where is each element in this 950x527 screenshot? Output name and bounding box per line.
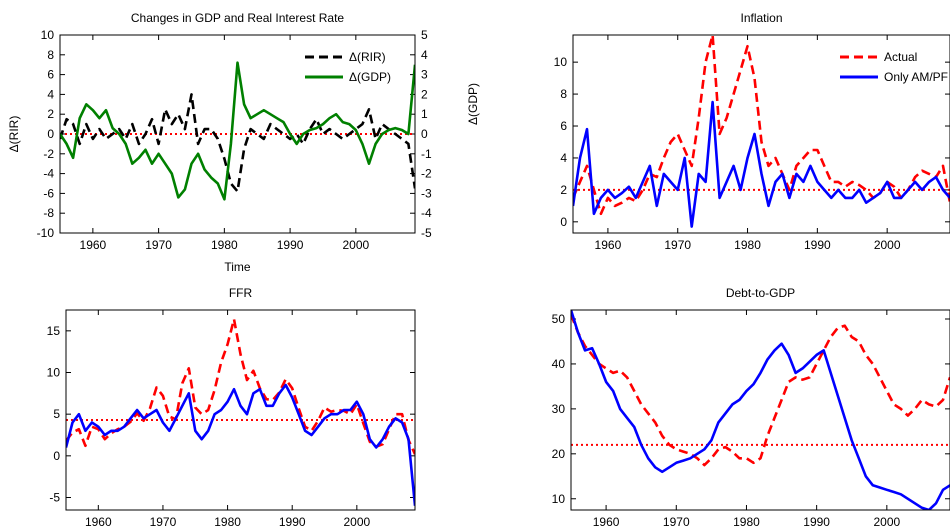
legend: Δ(RIR) Δ(GDP) bbox=[305, 50, 391, 84]
y-tick-label: 6 bbox=[47, 68, 54, 82]
y-right-tick-label: -2 bbox=[421, 167, 432, 181]
x-tick-label: 2000 bbox=[873, 515, 900, 527]
series-line-series-0 bbox=[571, 314, 950, 467]
legend-label: Δ(RIR) bbox=[349, 50, 386, 64]
chart-panel-debt: Debt-to-GDP 1960 1970 1980 1990 2000 50 40 30 20 1… bbox=[552, 286, 950, 527]
chart-title: Debt-to-GDP bbox=[726, 286, 795, 300]
x-tick-label: 1970 bbox=[664, 238, 691, 252]
series-line-series-1 bbox=[571, 310, 950, 510]
chart-title: Inflation bbox=[740, 11, 782, 25]
series-line-actual bbox=[573, 35, 950, 216]
y-right-tick-label: 2 bbox=[421, 87, 428, 101]
x-tick-label: 1970 bbox=[663, 515, 690, 527]
x-tick-label: 1990 bbox=[277, 238, 304, 252]
series-line-only-am-pf bbox=[573, 100, 950, 228]
y-tick-label: 20 bbox=[552, 447, 566, 461]
y-tick-label: 50 bbox=[552, 312, 566, 326]
y-tick-label: 6 bbox=[560, 119, 567, 133]
x-tick-label: 1980 bbox=[734, 238, 761, 252]
chart-panel-gdp_rir: Changes in GDP and Real Interest Rate 196… bbox=[7, 11, 480, 274]
series-line-series-0 bbox=[66, 317, 415, 455]
plot-frame bbox=[65, 309, 416, 511]
y-tick-label: 30 bbox=[552, 402, 566, 416]
series-line-series-1 bbox=[66, 383, 415, 506]
x-tick-label: 2000 bbox=[874, 238, 901, 252]
x-tick-label: 1980 bbox=[211, 238, 238, 252]
x-tick-label: 1960 bbox=[80, 238, 107, 252]
series-line--gdp- bbox=[60, 61, 415, 201]
y-tick-label: 8 bbox=[560, 87, 567, 101]
y-right-axis-label: Δ(GDP) bbox=[466, 83, 480, 125]
y-tick-label: -5 bbox=[49, 491, 60, 505]
x-tick-label: 1980 bbox=[733, 515, 760, 527]
x-tick-label: 2000 bbox=[343, 515, 370, 527]
y-right-tick-label: 4 bbox=[421, 48, 428, 62]
y-tick-label: -6 bbox=[43, 186, 54, 200]
y-tick-label: 10 bbox=[41, 28, 55, 42]
y-tick-label: -4 bbox=[43, 167, 54, 181]
y-right-tick-label: 0 bbox=[421, 127, 428, 141]
x-tick-label: 1960 bbox=[595, 238, 622, 252]
x-tick-label: 1960 bbox=[593, 515, 620, 527]
x-tick-label: 1970 bbox=[145, 238, 172, 252]
plot-frame bbox=[572, 34, 950, 234]
y-tick-label: 2 bbox=[47, 107, 54, 121]
y-right-tick-label: 1 bbox=[421, 107, 428, 121]
y-right-tick-label: -4 bbox=[421, 206, 432, 220]
chart-panel-inflation: Inflation 1960 1970 1980 1990 2000 0 2 4 6 8 10 Actu… bbox=[554, 11, 950, 252]
y-tick-label: 15 bbox=[47, 324, 61, 338]
y-tick-label: 5 bbox=[53, 407, 60, 421]
y-tick-label: -2 bbox=[43, 147, 54, 161]
y-right-tick-label: 3 bbox=[421, 68, 428, 82]
y-tick-label: 0 bbox=[47, 127, 54, 141]
legend-label: Actual bbox=[884, 50, 917, 64]
y-tick-label: 8 bbox=[47, 48, 54, 62]
y-tick-label: -10 bbox=[37, 226, 55, 240]
x-tick-label: 1990 bbox=[804, 238, 831, 252]
chart-title: FFR bbox=[229, 286, 253, 300]
series-line--rir- bbox=[60, 93, 415, 193]
chart-panel-ffr: FFR 1960 1970 1980 1990 2000 15 10 5 0 -5 bbox=[47, 286, 416, 527]
y-right-tick-label: -5 bbox=[421, 226, 432, 240]
y-right-tick-label: -1 bbox=[421, 147, 432, 161]
x-tick-label: 1990 bbox=[803, 515, 830, 527]
legend-label: Only AM/PF bbox=[884, 70, 948, 84]
y-tick-label: 10 bbox=[554, 55, 568, 69]
x-tick-label: 1990 bbox=[279, 515, 306, 527]
x-axis-label: Time bbox=[224, 260, 251, 274]
y-tick-label: -8 bbox=[43, 206, 54, 220]
y-tick-label: 10 bbox=[47, 366, 61, 380]
x-tick-label: 1960 bbox=[85, 515, 112, 527]
y-tick-label: 4 bbox=[560, 151, 567, 165]
legend-label: Δ(GDP) bbox=[349, 70, 391, 84]
y-tick-label: 10 bbox=[552, 492, 566, 506]
y-right-tick-label: -3 bbox=[421, 186, 432, 200]
y-tick-label: 0 bbox=[560, 215, 567, 229]
plot-frame bbox=[570, 309, 950, 511]
y-tick-label: 2 bbox=[560, 183, 567, 197]
x-tick-label: 2000 bbox=[342, 238, 369, 252]
y-right-tick-label: 5 bbox=[421, 28, 428, 42]
x-tick-label: 1970 bbox=[150, 515, 177, 527]
y-axis-label: Δ(RIR) bbox=[7, 116, 21, 153]
x-tick-label: 1980 bbox=[214, 515, 241, 527]
y-tick-label: 40 bbox=[552, 357, 566, 371]
y-tick-label: 0 bbox=[53, 449, 60, 463]
legend: Actual Only AM/PF bbox=[840, 50, 948, 84]
chart-title: Changes in GDP and Real Interest Rate bbox=[131, 11, 345, 25]
y-tick-label: 4 bbox=[47, 87, 54, 101]
plot-frame bbox=[59, 34, 416, 234]
